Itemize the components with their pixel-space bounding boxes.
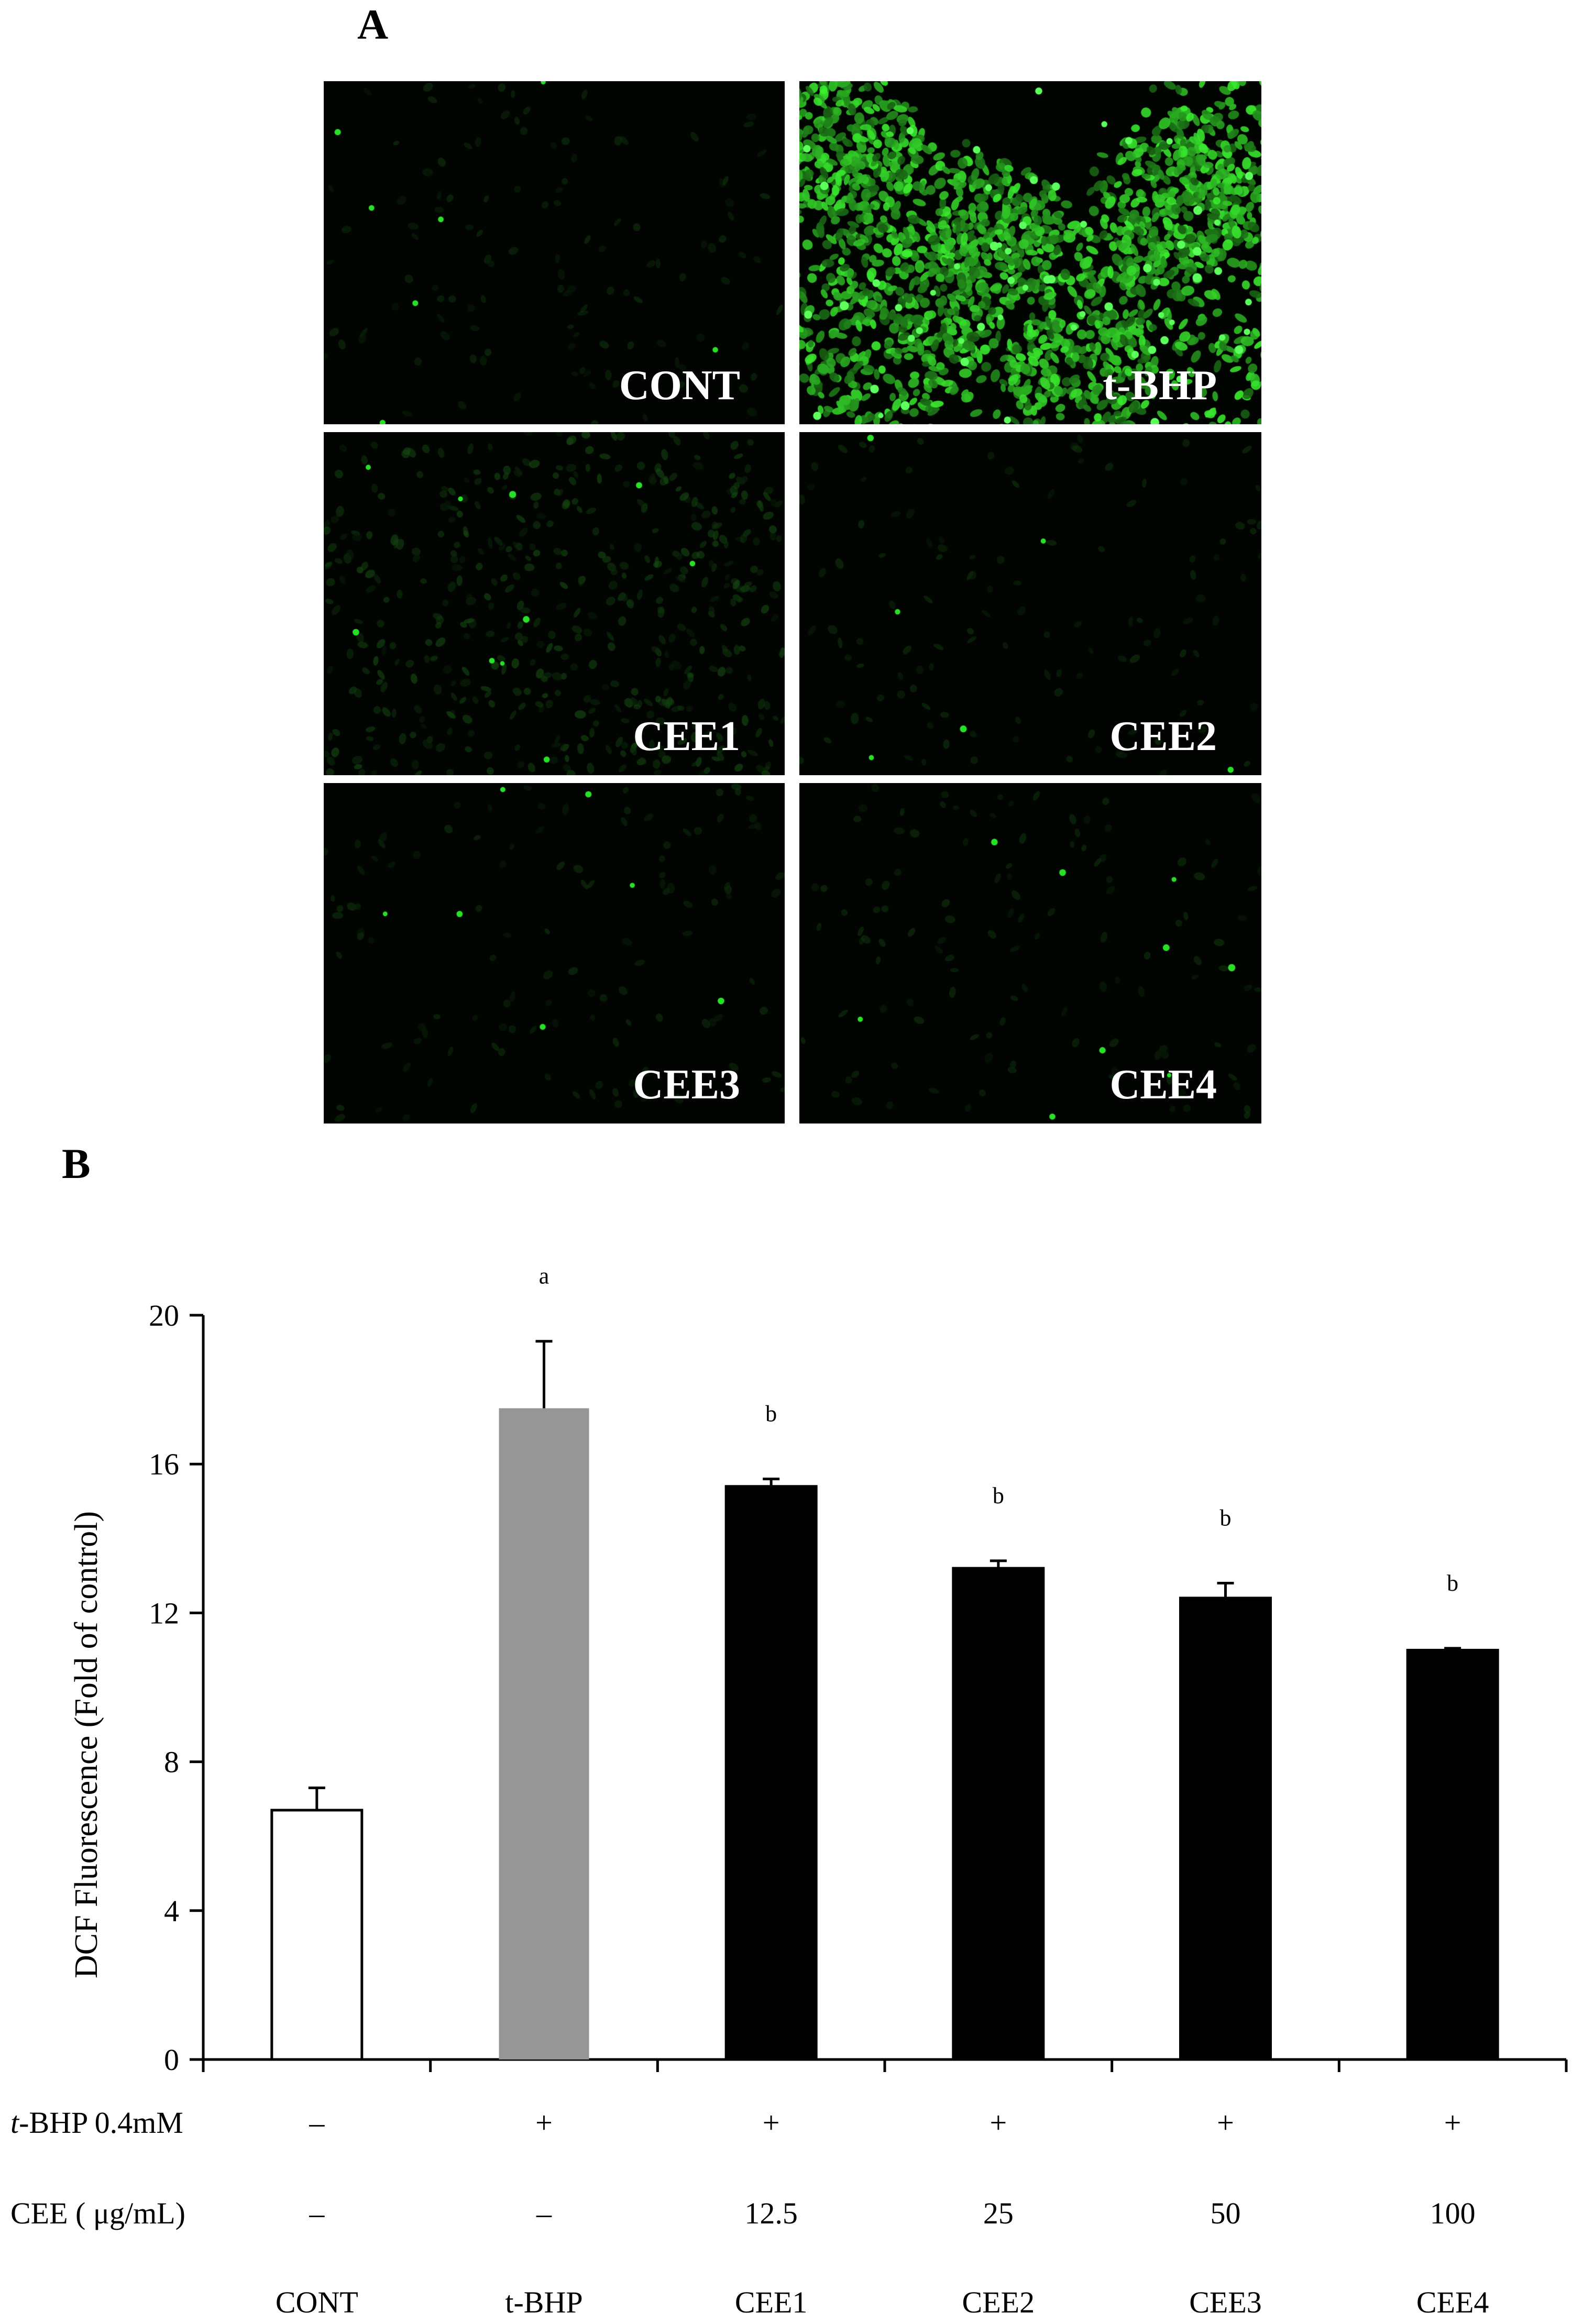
tbhp-row-value: + xyxy=(535,2106,553,2140)
y-tick-label: 20 xyxy=(149,1298,179,1332)
micrograph-grid: CONT t-BHP CEE1 CEE2 CEE3 CEE4 xyxy=(324,81,1261,1124)
tile-label: CEE3 xyxy=(633,1062,741,1108)
micrograph-tile-tbhp: t-BHP xyxy=(799,81,1261,424)
tbhp-row-value: + xyxy=(1217,2106,1234,2140)
tbhp-row-value: + xyxy=(763,2106,780,2140)
cee-row-label: CEE ( μg/mL) xyxy=(10,2196,185,2230)
category-label: CONT xyxy=(276,2285,358,2319)
cee-row-value: 25 xyxy=(983,2196,1014,2230)
y-tick-label: 16 xyxy=(149,1447,179,1481)
treatment-rows: CONT t-BHP CEE1 CEE2 CEE3 CEE4 t-BHP 0.4mM CEE … xyxy=(10,2106,1489,2319)
y-axis-label: DCF Fluorescence (Fold of control) xyxy=(69,1511,104,1978)
tile-label: CONT xyxy=(619,362,740,409)
chart-axes: 0 4 8 12 16 20 xyxy=(149,1298,1568,2077)
y-tick-label: 0 xyxy=(164,2043,179,2077)
bar-chart: 0 4 8 12 16 20 a b b b b CONT t-BHP CEE1 CEE2 CEE3 CEE… xyxy=(10,1263,1568,2319)
bar-cee3 xyxy=(1179,1596,1272,2061)
category-label: CEE4 xyxy=(1416,2285,1489,2319)
category-label: t-BHP xyxy=(505,2285,582,2319)
cee-row-value: – xyxy=(309,2196,325,2230)
micrograph-tile-cee4: CEE4 xyxy=(799,783,1261,1124)
significance-letter: b xyxy=(765,1401,777,1427)
micrograph-tile-cont: CONT xyxy=(324,81,785,424)
micrograph-tile-cee1: CEE1 xyxy=(324,432,785,775)
significance-letter: b xyxy=(993,1483,1004,1508)
significance-letter: b xyxy=(1220,1505,1232,1531)
tbhp-row-value: + xyxy=(990,2106,1007,2140)
category-label: CEE2 xyxy=(962,2285,1035,2319)
y-tick-label: 8 xyxy=(164,1745,179,1779)
cee-row-value: 50 xyxy=(1211,2196,1241,2230)
chart-bars: a b b b b xyxy=(270,1263,1499,2061)
bar-cee4 xyxy=(1406,1648,1499,2061)
y-tick-label: 4 xyxy=(164,1894,179,1928)
y-tick-label: 12 xyxy=(149,1596,179,1630)
category-label: CEE1 xyxy=(735,2285,808,2319)
bar-t-bhp xyxy=(499,1408,589,2059)
significance-letter: b xyxy=(1447,1570,1458,1596)
bar-cont xyxy=(270,1809,364,2061)
micrograph-tile-cee3: CEE3 xyxy=(324,783,785,1124)
tbhp-row-value: + xyxy=(1444,2106,1461,2140)
panel-a-letter: A xyxy=(357,1,389,48)
tile-label: CEE4 xyxy=(1109,1062,1217,1108)
category-label: CEE3 xyxy=(1189,2285,1262,2319)
cee-row-value: 12.5 xyxy=(744,2196,798,2230)
tile-label: t-BHP xyxy=(1103,362,1217,409)
panel-b-letter: B xyxy=(62,1140,91,1187)
tile-label: CEE1 xyxy=(633,713,741,759)
tile-label: CEE2 xyxy=(1109,713,1217,759)
cee-row-value: 100 xyxy=(1430,2196,1476,2230)
micrograph-tile-cee2: CEE2 xyxy=(799,432,1261,775)
cee-row-value: – xyxy=(536,2196,552,2230)
tbhp-row-label: t-BHP 0.4mM xyxy=(10,2106,183,2140)
bar-cee2 xyxy=(952,1567,1045,2061)
significance-letter: a xyxy=(539,1263,549,1289)
tbhp-row-value: – xyxy=(309,2106,325,2140)
bar-cee1 xyxy=(724,1485,818,2061)
